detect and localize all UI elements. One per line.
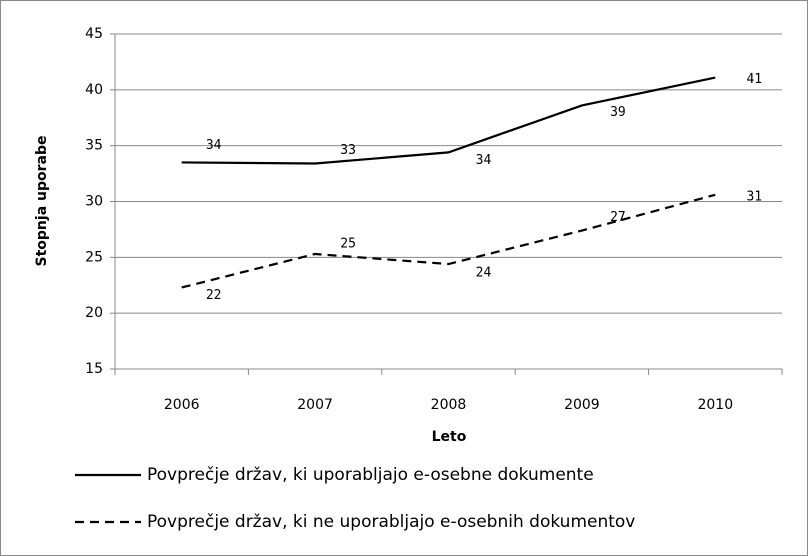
y-tick-label: 40 xyxy=(85,82,103,98)
data-label: 41 xyxy=(746,72,762,87)
x-tick-label: 2008 xyxy=(431,397,467,413)
x-tick-label: 2007 xyxy=(297,397,333,413)
y-tick-label: 25 xyxy=(85,249,103,265)
y-tick-label: 20 xyxy=(85,305,103,321)
data-label: 33 xyxy=(340,143,356,158)
legend-label: Povprečje držav, ki uporabljajo e-osebne… xyxy=(147,465,594,485)
data-label: 39 xyxy=(610,105,626,120)
data-label: 34 xyxy=(206,138,222,153)
y-axis-title: Stopnja uporabe xyxy=(34,136,50,267)
series-line xyxy=(181,193,716,289)
data-label: 24 xyxy=(476,266,492,281)
data-label: 34 xyxy=(476,153,492,168)
y-tick-label: 30 xyxy=(85,194,103,210)
data-label: 31 xyxy=(746,189,762,204)
y-tick-label: 45 xyxy=(85,26,103,42)
y-tick-label: 35 xyxy=(85,138,103,154)
x-tick-label: 2006 xyxy=(164,397,200,413)
x-tick-label: 2009 xyxy=(564,397,600,413)
data-label: 27 xyxy=(610,210,626,225)
y-tick-label: 15 xyxy=(85,361,103,377)
x-tick-label: 2010 xyxy=(697,397,733,413)
series-line xyxy=(181,76,716,165)
data-label: 25 xyxy=(340,236,356,251)
legend-label: Povprečje držav, ki ne uporabljajo e-ose… xyxy=(147,512,635,532)
x-axis-title: Leto xyxy=(432,429,467,445)
data-label: 22 xyxy=(206,288,222,303)
